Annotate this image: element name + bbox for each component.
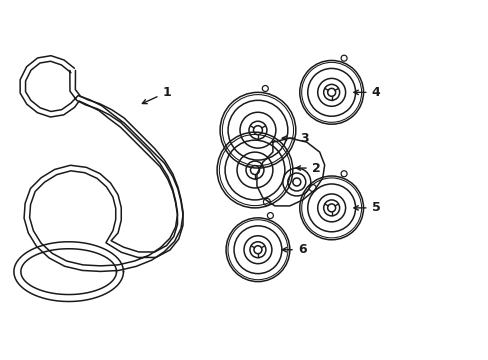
Text: 3: 3 [282, 132, 308, 145]
Text: 1: 1 [142, 86, 171, 104]
Text: 5: 5 [353, 201, 380, 215]
Text: 6: 6 [282, 243, 306, 256]
Text: 2: 2 [296, 162, 320, 175]
Text: 4: 4 [353, 86, 380, 99]
